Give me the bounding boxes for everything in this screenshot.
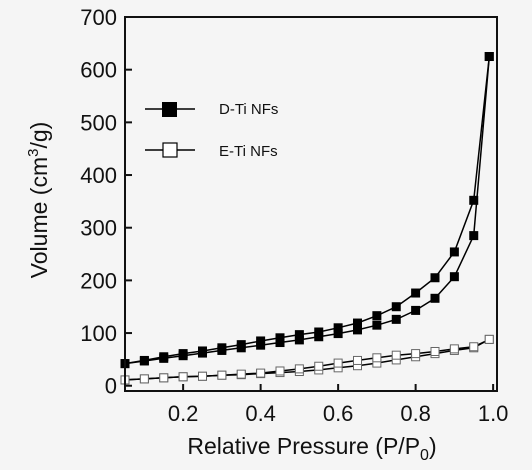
data-point-e-ti-desorption	[469, 342, 479, 352]
data-point-e-ti-desorption	[333, 358, 343, 368]
data-point-e-ti-desorption	[198, 371, 207, 381]
x-axis: 0.2 0.4 0.6 0.8 1.0	[168, 384, 509, 426]
x-tick-label: 0.6	[323, 401, 354, 426]
data-point-d-ti-adsorption	[372, 320, 382, 330]
data-point-d-ti-desorption	[314, 327, 324, 337]
data-point-e-ti-desorption	[353, 355, 362, 365]
data-point-d-ti-desorption	[294, 330, 304, 340]
data-point-d-ti-desorption	[198, 346, 207, 356]
data-point-d-ti-desorption	[391, 302, 401, 312]
y-axis-title-end: /g)	[26, 122, 52, 149]
y-tick-label: 0	[105, 374, 117, 399]
series-line-d-ti-adsorption	[124, 56, 491, 365]
data-point-d-ti-desorption	[236, 340, 246, 350]
plot-frame	[124, 16, 498, 392]
data-point-d-ti-adsorption	[430, 293, 440, 303]
data-point-d-ti-desorption	[256, 336, 266, 346]
data-point-d-ti-adsorption	[275, 338, 285, 348]
x-axis-title-end: )	[429, 433, 437, 459]
data-point-e-ti-desorption	[484, 334, 494, 344]
legend-item-d-ti: D-Ti NFs	[145, 101, 278, 118]
y-tick-label: 600	[80, 58, 117, 83]
data-point-d-ti-desorption	[469, 195, 479, 205]
legend-marker-e-ti	[162, 142, 178, 158]
y-tick-label: 500	[80, 110, 117, 135]
data-point-e-ti-desorption	[139, 374, 149, 384]
y-tick-label: 700	[80, 5, 117, 30]
data-point-d-ti-desorption	[372, 311, 382, 321]
data-point-d-ti-desorption	[178, 349, 188, 359]
data-point-d-ti-desorption	[430, 273, 440, 283]
series-line-d-ti-desorption	[124, 56, 491, 365]
x-axis-title-main: Relative Pressure (P/P	[187, 433, 420, 459]
y-axis-title: Volume (cm3/g)	[25, 122, 52, 279]
plot-area	[120, 52, 494, 385]
series-d-ti	[120, 52, 494, 369]
data-point-e-ti-desorption	[217, 370, 227, 380]
y-axis: 0 100 200 300 400 500 600 700	[80, 5, 132, 399]
x-axis-title-sub: 0	[420, 447, 429, 464]
data-point-d-ti-desorption	[159, 352, 169, 362]
data-point-d-ti-desorption	[484, 52, 494, 62]
data-point-e-ti-desorption	[294, 364, 304, 374]
x-tick-label: 1.0	[478, 401, 509, 426]
data-point-d-ti-adsorption	[391, 314, 401, 324]
data-point-d-ti-adsorption	[333, 329, 343, 339]
data-point-d-ti-adsorption	[469, 231, 479, 241]
legend-label-e-ti: E-Ti NFs	[219, 143, 278, 160]
data-point-d-ti-adsorption	[449, 272, 459, 282]
legend: D-Ti NFs E-Ti NFs	[145, 101, 278, 160]
data-point-d-ti-desorption	[411, 288, 421, 298]
data-point-d-ti-desorption	[353, 318, 362, 328]
x-tick-label: 0.4	[245, 401, 276, 426]
data-point-e-ti-desorption	[391, 350, 401, 360]
y-tick-label: 100	[80, 321, 117, 346]
data-point-e-ti-desorption	[236, 369, 246, 379]
data-point-d-ti-adsorption	[294, 335, 304, 345]
y-tick-label: 400	[80, 163, 117, 188]
data-point-e-ti-desorption	[256, 368, 266, 378]
legend-marker-d-ti	[162, 102, 177, 117]
data-point-d-ti-desorption	[275, 333, 285, 343]
legend-label-d-ti: D-Ti NFs	[219, 101, 278, 118]
data-point-e-ti-desorption	[411, 349, 421, 359]
x-axis-title: Relative Pressure (P/P0)	[187, 433, 436, 464]
data-point-d-ti-desorption	[217, 343, 227, 353]
y-tick-label: 300	[80, 216, 117, 241]
x-tick-label: 0.2	[168, 401, 199, 426]
x-tick-label: 0.8	[400, 401, 431, 426]
data-point-d-ti-desorption	[449, 247, 459, 257]
data-point-e-ti-desorption	[430, 346, 440, 356]
data-point-e-ti-desorption	[372, 353, 382, 363]
y-tick-label: 200	[80, 268, 117, 293]
y-axis-title-main: Volume (cm	[26, 157, 52, 278]
data-point-e-ti-desorption	[275, 366, 285, 376]
data-point-d-ti-adsorption	[353, 325, 362, 335]
data-point-e-ti-desorption	[314, 361, 324, 371]
data-point-d-ti-adsorption	[411, 305, 421, 315]
data-point-d-ti-desorption	[333, 323, 343, 333]
data-point-d-ti-desorption	[139, 355, 149, 365]
data-point-e-ti-desorption	[449, 344, 459, 354]
legend-item-e-ti: E-Ti NFs	[145, 142, 278, 160]
data-point-d-ti-adsorption	[314, 332, 324, 342]
data-point-e-ti-desorption	[178, 372, 188, 382]
y-axis-title-sup: 3	[25, 149, 42, 157]
data-point-e-ti-desorption	[159, 373, 169, 383]
series-e-ti	[120, 334, 494, 385]
